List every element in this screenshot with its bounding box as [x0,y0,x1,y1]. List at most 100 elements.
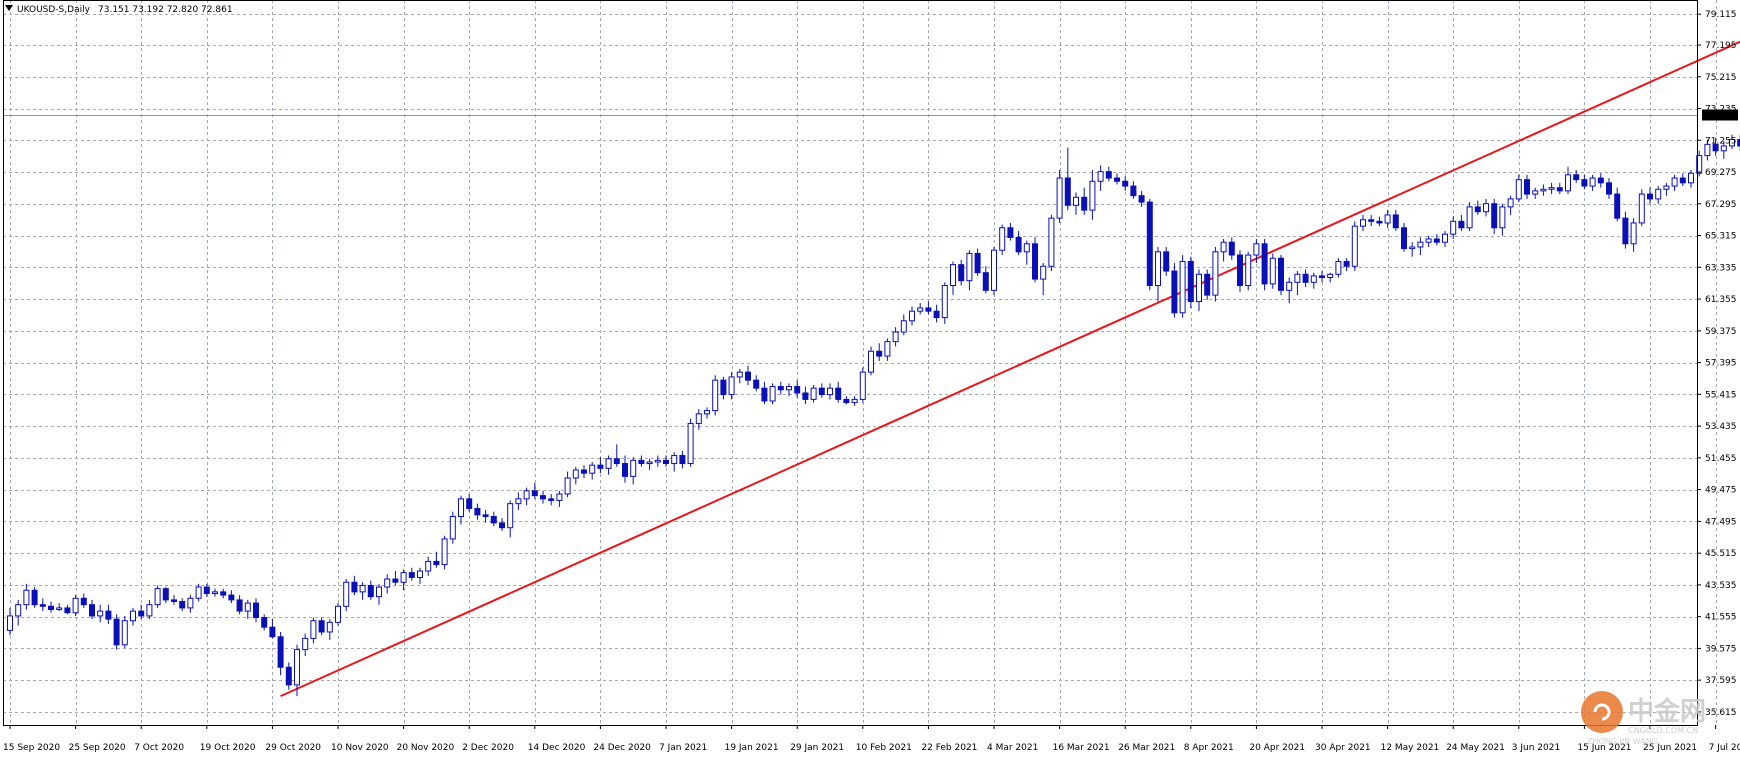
trendline-layer [280,40,1740,698]
candle [121,615,128,649]
candle [892,327,899,347]
candle-body-bearish [753,379,760,389]
candle-body-bullish [1515,179,1522,200]
x-tick-label: 10 Feb 2021 [856,743,912,753]
candle-body-bearish [531,490,538,497]
candle-body-bearish [974,252,981,274]
candle [1351,221,1358,272]
candle [671,452,678,472]
candle-body-bullish [859,371,866,400]
candle-body-bearish [39,604,46,607]
candle-body-bearish [1458,220,1465,229]
candle [1368,214,1375,227]
candle [769,383,776,405]
candle [1655,186,1662,204]
candle-body-bearish [1647,193,1653,200]
candle [23,583,30,610]
chart-menu-arrow-icon[interactable] [5,5,13,11]
candle [1122,176,1129,191]
candle-body-bearish [1343,260,1350,267]
candle-body-bullish [950,264,956,287]
candle [1712,137,1719,156]
candle-body-bullish [326,621,333,633]
x-tick-label: 7 Oct 2020 [134,743,184,753]
chart-header: UKOUSD-S,Daily 73.151 73.192 72.820 72.8… [5,5,233,15]
candle [7,607,13,636]
candle [1360,214,1366,231]
candle-body-bearish [64,607,71,614]
candle [1458,214,1465,231]
x-tick-label: 29 Jan 2021 [790,743,844,753]
candle-body-bullish [827,387,833,396]
candle [195,583,202,602]
candle-body-bullish [1417,241,1424,248]
candle [220,588,227,599]
candle [253,598,259,623]
x-tick-label: 4 Mar 2021 [987,743,1038,753]
candle [1171,263,1178,318]
candle [777,381,784,395]
candle [15,599,22,626]
candle-body-bullish [695,413,702,424]
candle [499,518,505,531]
candle-body-bearish [351,581,358,593]
candle-body-bullish [1351,225,1358,267]
candle-body-bullish [507,503,514,529]
x-tick-label: 15 Jun 2021 [1577,743,1631,753]
candle [1474,200,1481,215]
candle-body-bullish [212,591,218,594]
candle [1040,263,1047,296]
candle-body-bullish [810,387,817,400]
candle [1417,237,1424,256]
candle-body-bearish [1622,217,1629,245]
candle-body-bearish [220,591,227,596]
candle-body-bearish [105,610,112,620]
candle [1720,141,1727,159]
candle-body-bullish [97,610,104,617]
candle [564,471,571,498]
candle-body-bearish [1278,257,1284,291]
y-tick-label: 61.355 [1705,295,1737,305]
candle-body-bearish [876,350,883,357]
candle [433,551,440,568]
candle-body-bullish [515,498,522,505]
x-tick-label: 14 Dec 2020 [528,743,586,753]
candle-body-bullish [1589,177,1596,187]
candle [704,407,710,419]
candle [1376,216,1383,227]
candle [695,409,702,430]
candle [531,482,538,499]
candle-body-bullish [1409,246,1416,250]
candle [56,603,63,612]
candle [244,599,251,620]
candle-body-bearish [1064,177,1071,206]
candle-body-bearish [720,379,727,396]
candle-body-bullish [1442,233,1448,243]
candle-body-bullish [310,620,317,639]
y-tick-label: 79.115 [1705,10,1737,20]
candle [146,599,153,620]
candle [466,494,473,512]
candle [1597,173,1604,188]
x-tick-label: 20 Apr 2021 [1249,743,1305,753]
candle [351,575,358,596]
candle-body-bearish [89,604,95,617]
candle [474,503,481,520]
candle [228,590,235,604]
candle [1507,195,1514,215]
candle-body-bearish [1138,195,1145,203]
candle [523,487,530,506]
candle-body-bullish [909,310,915,322]
candle-body-bearish [548,498,555,501]
support-trendline[interactable] [280,40,1740,698]
candle-body-bearish [1015,236,1022,253]
candle [1261,238,1268,291]
candle [48,601,54,613]
candle-body-bullish [1220,241,1227,253]
cngold-logo-icon [1581,691,1623,733]
candle [581,465,587,478]
candle [556,490,563,507]
candle-body-bullish [868,350,874,373]
candle [31,587,38,608]
